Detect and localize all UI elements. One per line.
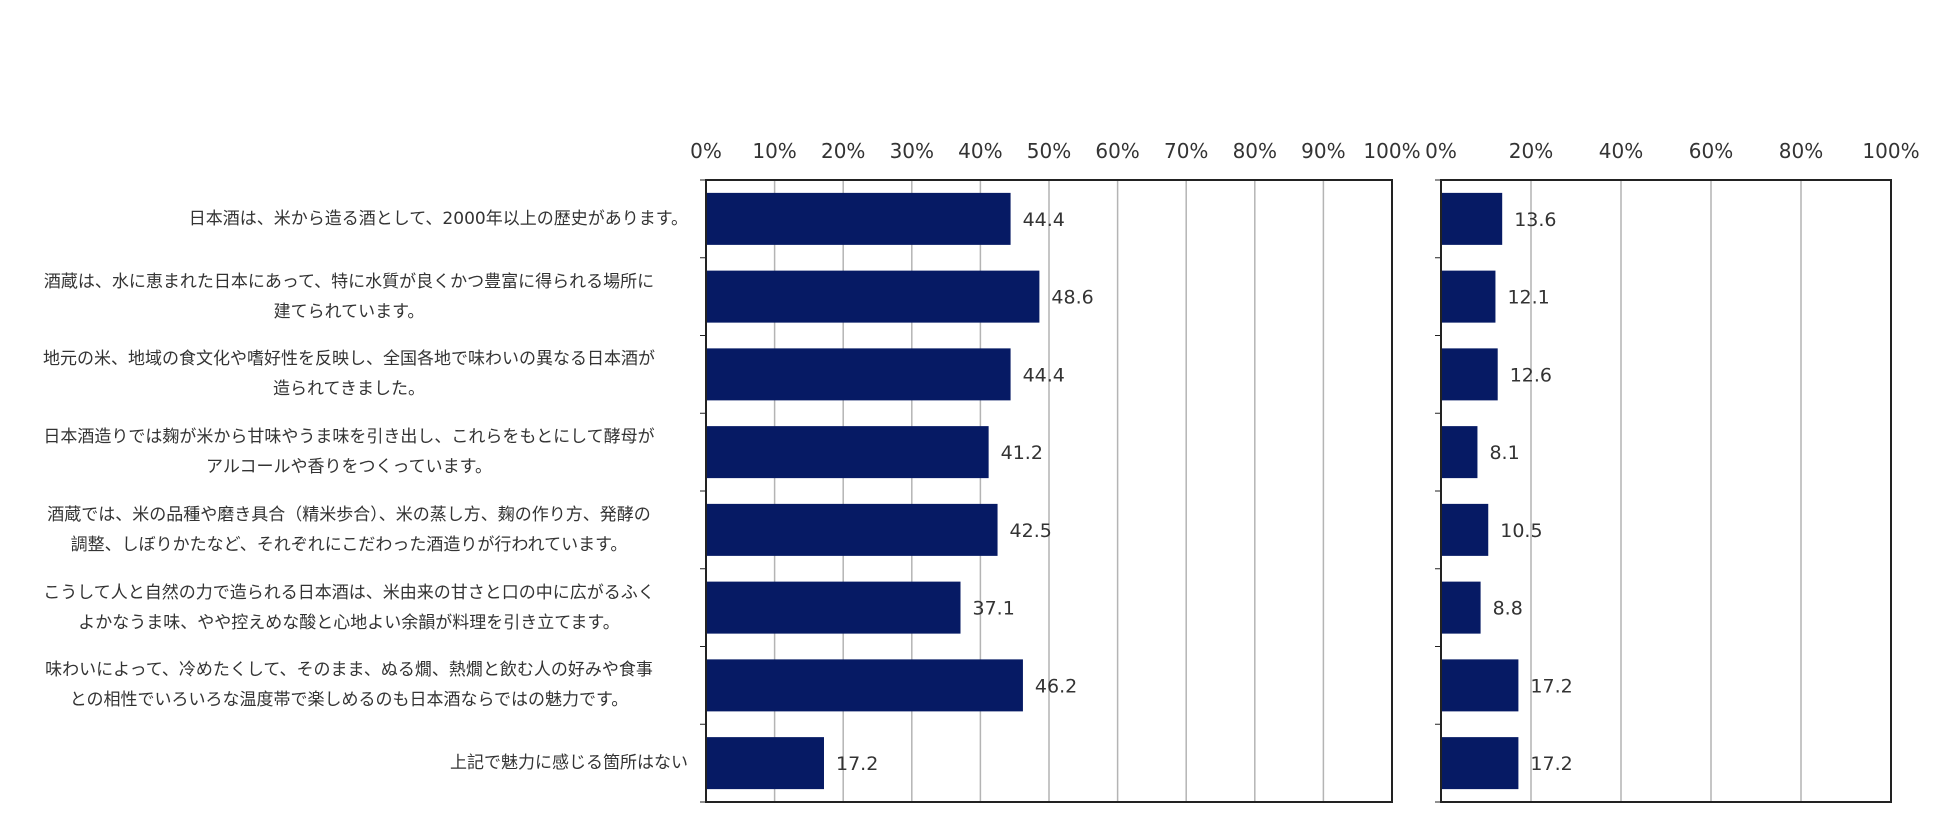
left-bar bbox=[706, 270, 1040, 323]
right-data-label: 8.1 bbox=[1489, 442, 1519, 464]
left-bar bbox=[706, 503, 998, 556]
right-bar bbox=[1441, 581, 1481, 634]
left-tick-label: 30% bbox=[890, 139, 934, 163]
category-label: 日本酒造りでは麹が米から甘味やうま味を引き出し、これらをもとにして酵母が アルコー… bbox=[10, 422, 688, 482]
right-bar bbox=[1441, 270, 1496, 323]
right-bar bbox=[1441, 503, 1489, 556]
category-label-line: 造られてきました。 bbox=[273, 379, 425, 400]
right-tick-label: 80% bbox=[1779, 139, 1823, 163]
left-data-label: 48.6 bbox=[1051, 287, 1093, 309]
right-data-label: 12.1 bbox=[1507, 287, 1549, 309]
category-label-line: 味わいによって、冷めたくして、そのまま、ぬる燗、熱燗と飲む人の好みや食事 bbox=[45, 660, 653, 681]
left-tick-label: 10% bbox=[752, 139, 796, 163]
category-label-line: 酒蔵は、水に恵まれた日本にあって、特に水質が良くかつ豊富に得られる場所に bbox=[43, 271, 655, 292]
right-data-label: 17.2 bbox=[1530, 753, 1572, 775]
left-tick-label: 80% bbox=[1233, 139, 1277, 163]
category-label: こうして人と自然の力で造られる日本酒は、米由来の甘さと口の中に広がるふく よかなう… bbox=[10, 578, 688, 638]
right-bar bbox=[1441, 348, 1498, 401]
category-label: 味わいによって、冷めたくして、そのまま、ぬる燗、熱燗と飲む人の好みや食事 との相性… bbox=[10, 655, 688, 715]
left-tick-label: 40% bbox=[958, 139, 1002, 163]
category-label-line: 日本酒は、米から造る酒として、2000年以上の歴史があります。 bbox=[188, 208, 688, 229]
right-bar bbox=[1441, 659, 1519, 712]
category-label-line: こうして人と自然の力で造られる日本酒は、米由来の甘さと口の中に広がるふく bbox=[43, 582, 655, 603]
left-bar bbox=[706, 192, 1011, 245]
right-data-label: 13.6 bbox=[1514, 209, 1556, 231]
left-bar bbox=[706, 348, 1011, 401]
right-tick-label: 100% bbox=[1862, 139, 1919, 163]
right-tick-label: 40% bbox=[1599, 139, 1643, 163]
left-bar bbox=[706, 659, 1023, 712]
category-label-line: 上記で魅力に感じる箇所はない bbox=[450, 753, 688, 774]
left-panel: 0% 10% 20% 30% 40% 50% 60% 70% 80% 90% 100% 44.4 48.… bbox=[690, 139, 1421, 803]
left-tick-label: 20% bbox=[821, 139, 865, 163]
category-label-line: よかなうま味、やや控えめな酸と心地よい余韻が料理を引き立てます。 bbox=[78, 612, 620, 633]
right-data-label: 8.8 bbox=[1493, 598, 1523, 620]
left-data-label: 17.2 bbox=[836, 753, 878, 775]
left-data-label: 46.2 bbox=[1035, 675, 1077, 697]
right-data-label: 17.2 bbox=[1530, 675, 1572, 697]
right-data-label: 10.5 bbox=[1500, 520, 1542, 542]
category-label: 地元の米、地域の食文化や嗜好性を反映し、全国各地で味わいの異なる日本酒が 造られて… bbox=[10, 344, 688, 404]
left-data-label: 44.4 bbox=[1023, 209, 1065, 231]
category-label-line: 日本酒造りでは麹が米から甘味やうま味を引き出し、これらをもとにして酵母が bbox=[43, 427, 655, 448]
category-label: 酒蔵は、水に恵まれた日本にあって、特に水質が良くかつ豊富に得られる場所に 建てられ… bbox=[10, 267, 688, 327]
left-tick-label: 90% bbox=[1301, 139, 1345, 163]
left-tick-label: 0% bbox=[690, 139, 722, 163]
right-panel: 0% 20% 40% 60% 80% 100% 13.6 12.1 12.6 8.1 10.5 8.8… bbox=[1425, 139, 1920, 803]
left-data-label: 41.2 bbox=[1001, 442, 1043, 464]
left-tick-label: 60% bbox=[1095, 139, 1139, 163]
left-bar bbox=[706, 737, 824, 790]
category-label: 酒蔵では、米の品種や磨き具合（精米歩合）、米の蒸し方、麹の作り方、発酵の 調整、し… bbox=[10, 500, 688, 560]
category-label-line: アルコールや香りをつくっています。 bbox=[206, 457, 492, 478]
left-tick-label: 50% bbox=[1027, 139, 1071, 163]
left-bar bbox=[706, 581, 961, 634]
right-bar bbox=[1441, 737, 1519, 790]
left-data-label: 44.4 bbox=[1023, 364, 1065, 386]
right-frame bbox=[1440, 179, 1892, 803]
category-label: 日本酒は、米から造る酒として、2000年以上の歴史があります。 bbox=[10, 204, 688, 234]
left-bar bbox=[706, 426, 989, 479]
category-label-line: 調整、しぼりかたなど、それぞれにこだわった酒造りが行われています。 bbox=[70, 534, 628, 555]
category-label: 上記で魅力に感じる箇所はない bbox=[10, 748, 688, 778]
left-tick-label: 100% bbox=[1363, 139, 1420, 163]
right-tick-label: 0% bbox=[1425, 139, 1457, 163]
left-tick-label: 70% bbox=[1164, 139, 1208, 163]
category-label-line: 酒蔵では、米の品種や磨き具合（精米歩合）、米の蒸し方、麹の作り方、発酵の bbox=[47, 504, 651, 525]
right-tick-label: 60% bbox=[1689, 139, 1733, 163]
right-data-label: 12.6 bbox=[1510, 364, 1552, 386]
right-bar bbox=[1441, 192, 1503, 245]
right-tick-label: 20% bbox=[1509, 139, 1553, 163]
category-label-line: との相性でいろいろな温度帯で楽しめるのも日本酒ならではの魅力です。 bbox=[69, 690, 629, 711]
left-data-label: 37.1 bbox=[973, 598, 1015, 620]
category-label-line: 建てられています。 bbox=[273, 301, 425, 322]
left-frame bbox=[705, 179, 1393, 803]
left-data-label: 42.5 bbox=[1010, 520, 1052, 542]
right-bar bbox=[1441, 426, 1478, 479]
category-label-line: 地元の米、地域の食文化や嗜好性を反映し、全国各地で味わいの異なる日本酒が bbox=[43, 349, 655, 370]
